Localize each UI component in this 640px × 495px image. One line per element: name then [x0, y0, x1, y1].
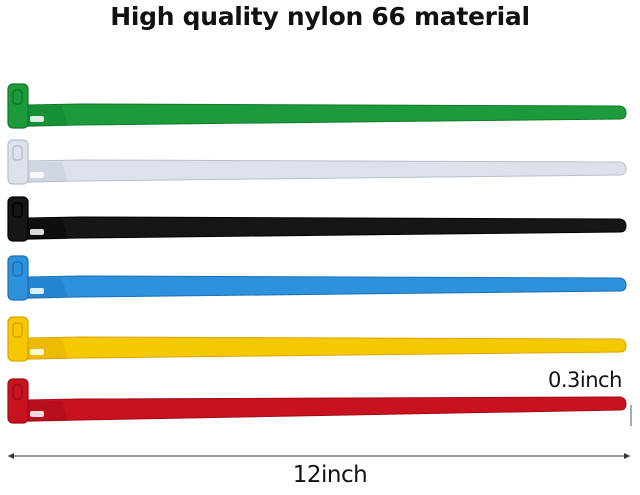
tie-head-slot — [12, 322, 23, 338]
tie-strap — [25, 336, 627, 360]
tie-release-slot — [30, 411, 44, 417]
tie-head-slot — [12, 261, 23, 277]
width-dimension-label: 0.3inch — [548, 368, 622, 392]
tie-strap — [25, 216, 627, 240]
tie-strap — [25, 396, 627, 422]
product-title: High quality nylon 66 material — [110, 2, 530, 31]
cable-tie-red — [7, 378, 627, 424]
tie-strap — [25, 275, 627, 299]
tie-strap — [25, 103, 627, 127]
cable-tie-green — [7, 83, 627, 129]
tie-head-slot — [12, 202, 23, 218]
tie-release-slot — [30, 349, 44, 355]
tie-head-slot — [12, 89, 23, 105]
tie-head-slot — [12, 145, 23, 161]
tie-release-slot — [30, 172, 44, 178]
tie-strap — [25, 159, 627, 183]
tie-release-slot — [30, 288, 44, 294]
cable-tie-black — [7, 196, 627, 242]
length-dimension-label: 12inch — [292, 462, 368, 488]
tie-release-slot — [30, 229, 44, 235]
cable-tie-yellow — [7, 316, 627, 362]
tie-release-slot — [30, 116, 44, 122]
tie-head-slot — [12, 384, 23, 400]
cable-tie-white — [7, 139, 627, 185]
cable-tie-blue — [7, 255, 627, 301]
